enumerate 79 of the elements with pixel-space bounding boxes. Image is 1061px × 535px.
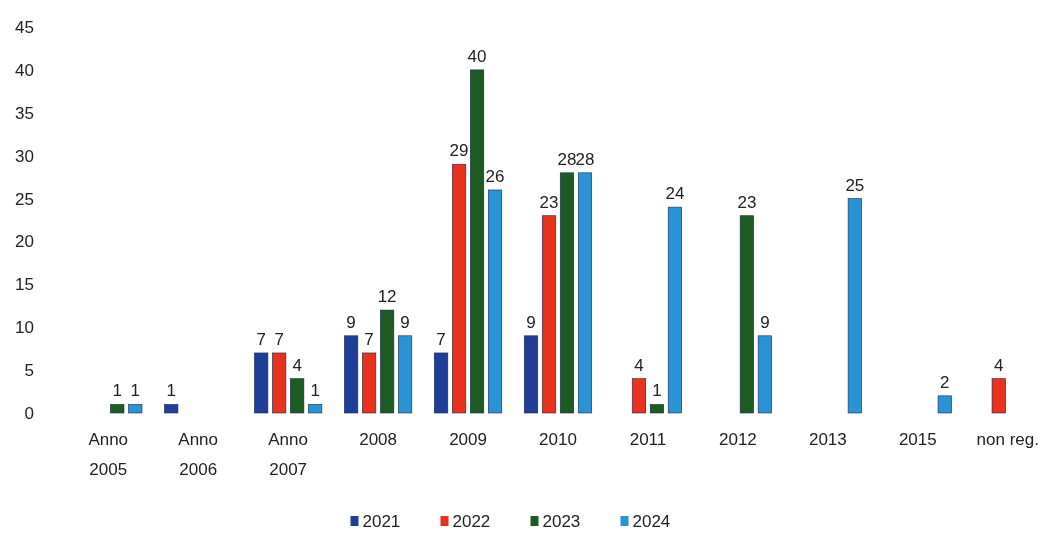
bar (164, 404, 179, 414)
bar (470, 69, 485, 414)
data-label: 1 (166, 381, 176, 401)
bar (452, 163, 467, 414)
bar (128, 404, 143, 414)
data-label: 9 (760, 312, 770, 332)
bar (308, 404, 323, 414)
x-tick-label: 2009 (449, 430, 487, 449)
data-label: 25 (845, 175, 865, 195)
data-label: 7 (364, 329, 374, 349)
y-tick-label: 0 (24, 403, 34, 423)
data-label: 26 (485, 166, 505, 186)
data-label: 9 (346, 312, 356, 332)
bar (577, 172, 593, 414)
bar (631, 378, 647, 414)
bar (254, 352, 269, 414)
data-label: 7 (436, 329, 446, 349)
data-label: 9 (400, 312, 410, 332)
y-tick-label: 40 (15, 60, 34, 80)
data-label: 4 (994, 355, 1004, 375)
bar (434, 352, 449, 414)
legend-label: 2023 (542, 511, 581, 531)
data-label: 29 (449, 141, 469, 161)
data-label: 24 (665, 184, 685, 204)
x-tick-label: 2008 (359, 430, 398, 449)
data-label: 23 (539, 192, 559, 212)
x-tick-label: Anno 2007 (268, 430, 308, 479)
bar (649, 404, 664, 414)
bar (667, 206, 682, 414)
y-tick-label: 5 (24, 361, 34, 381)
bar (937, 395, 952, 414)
y-tick-label: 20 (15, 232, 34, 252)
bar (757, 335, 772, 414)
data-label: 40 (467, 46, 487, 66)
bar (344, 335, 359, 414)
bar (362, 352, 377, 414)
y-tick-label: 15 (15, 275, 34, 295)
y-tick-label: 45 (15, 17, 34, 37)
data-label: 28 (575, 149, 595, 169)
y-tick-label: 25 (15, 189, 34, 209)
x-tick-label: 2010 (539, 430, 577, 449)
bar (559, 172, 575, 414)
bar (487, 189, 503, 414)
bar (739, 215, 754, 414)
data-label: 1 (652, 381, 662, 401)
legend-label: 2024 (632, 511, 671, 531)
x-tick-label: 2015 (898, 430, 937, 449)
x-tick-label: 2011 (629, 430, 667, 449)
data-label: 12 (377, 287, 397, 307)
x-tick-label: non reg. (976, 430, 1039, 449)
y-tick-label: 35 (15, 103, 34, 123)
bar (380, 309, 395, 414)
bar (398, 335, 413, 414)
legend-label: 2021 (362, 511, 401, 531)
data-label: 7 (256, 329, 266, 349)
x-tick-label: Anno 2005 (88, 430, 129, 479)
x-tick-label: 2012 (718, 430, 757, 449)
bar (541, 215, 557, 414)
data-label: 1 (130, 381, 140, 401)
data-label: 1 (310, 381, 320, 401)
y-tick-label: 10 (15, 318, 34, 338)
data-label: 23 (737, 192, 757, 212)
bar (523, 335, 539, 414)
bar (272, 352, 287, 414)
data-label: 4 (292, 355, 302, 375)
y-tick-label: 30 (15, 146, 34, 166)
data-label: 28 (557, 149, 577, 169)
x-tick-label: Anno 2006 (178, 430, 219, 479)
bar (110, 404, 125, 414)
x-tick-label: 2013 (808, 430, 847, 449)
data-label: 7 (274, 329, 284, 349)
data-label: 9 (526, 312, 536, 332)
bar (847, 198, 862, 414)
bar (991, 378, 1006, 414)
data-label: 4 (634, 355, 644, 375)
legend-label: 2022 (452, 511, 491, 531)
data-label: 1 (112, 381, 122, 401)
data-label: 2 (940, 372, 950, 392)
bar (290, 378, 305, 414)
